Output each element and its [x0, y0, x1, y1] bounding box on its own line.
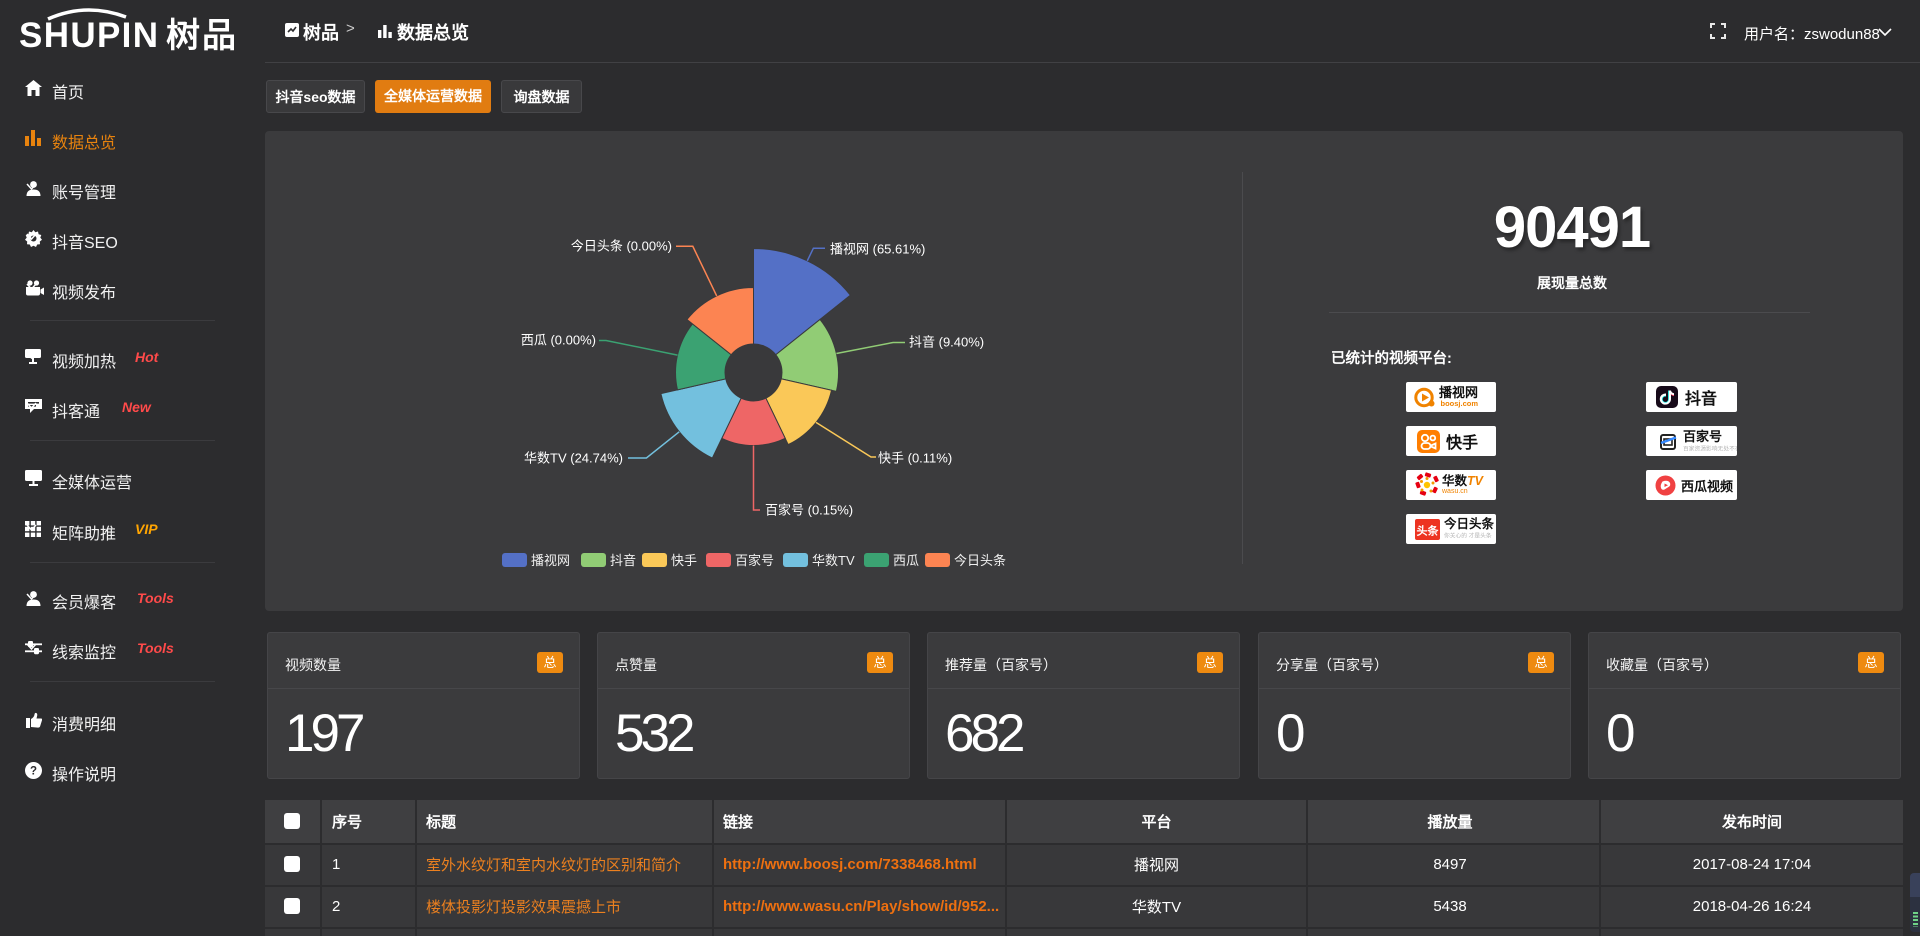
svg-text:播视网: 播视网	[531, 553, 570, 568]
svg-text:快手: 快手	[671, 553, 697, 568]
svg-text:华数TV (24.74%): 华数TV (24.74%)	[524, 451, 623, 466]
svg-text:快手 (0.11%): 快手 (0.11%)	[878, 451, 952, 466]
svg-text:?: ?	[30, 766, 37, 778]
svg-text:抖音 (9.40%): 抖音 (9.40%)	[909, 335, 984, 350]
svg-text:百家号: 百家号	[735, 553, 774, 568]
svg-text:头条: 头条	[1417, 523, 1440, 537]
svg-text:百家号 (0.15%): 百家号 (0.15%)	[765, 503, 853, 518]
svg-text:播视网 (65.61%): 播视网 (65.61%)	[830, 242, 925, 257]
svg-text:今日头条 (0.00%): 今日头条 (0.00%)	[571, 239, 672, 254]
svg-text:SHUPIN: SHUPIN	[19, 16, 157, 54]
svg-text:今日头条: 今日头条	[954, 553, 1006, 568]
svg-text:华数TV: 华数TV	[812, 553, 855, 568]
svg-text:西瓜: 西瓜	[893, 553, 919, 568]
svg-text:西瓜 (0.00%): 西瓜 (0.00%)	[521, 333, 596, 348]
svg-text:抖音: 抖音	[610, 553, 636, 568]
svg-text:树品: 树品	[166, 17, 238, 54]
